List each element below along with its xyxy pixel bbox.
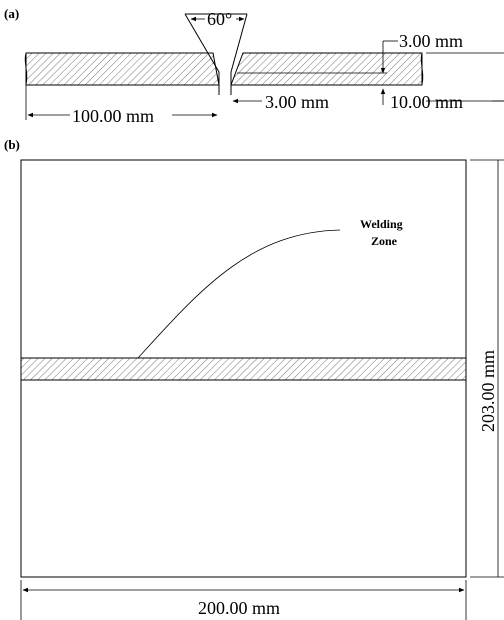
half-width-dimension: 100.00 mm [72,106,154,126]
welding-zone-label-line1: Welding [360,217,403,231]
panel-a-label: (a) [4,6,19,21]
width-dimension: 200.00 mm [198,598,280,618]
left-plate [25,52,220,86]
welding-zone-label-line2: Zone [371,234,398,248]
height-dimension: 203.00 mm [478,350,498,432]
right-plate [230,52,423,86]
root-face-dimension: 3.00 mm [399,31,463,51]
thickness-dimension: 10.00 mm [390,92,463,112]
root-gap-dimension: 3.00 mm [265,92,329,112]
welding-zone-strip [20,357,467,381]
groove-left-face [184,13,220,73]
groove-right-face [230,13,248,73]
groove-angle-label: 60° [207,9,232,29]
welding-zone-leader [137,229,341,359]
break-mark-left [24,52,28,86]
panel-b-label: (b) [4,137,20,152]
break-mark-right [420,52,424,86]
